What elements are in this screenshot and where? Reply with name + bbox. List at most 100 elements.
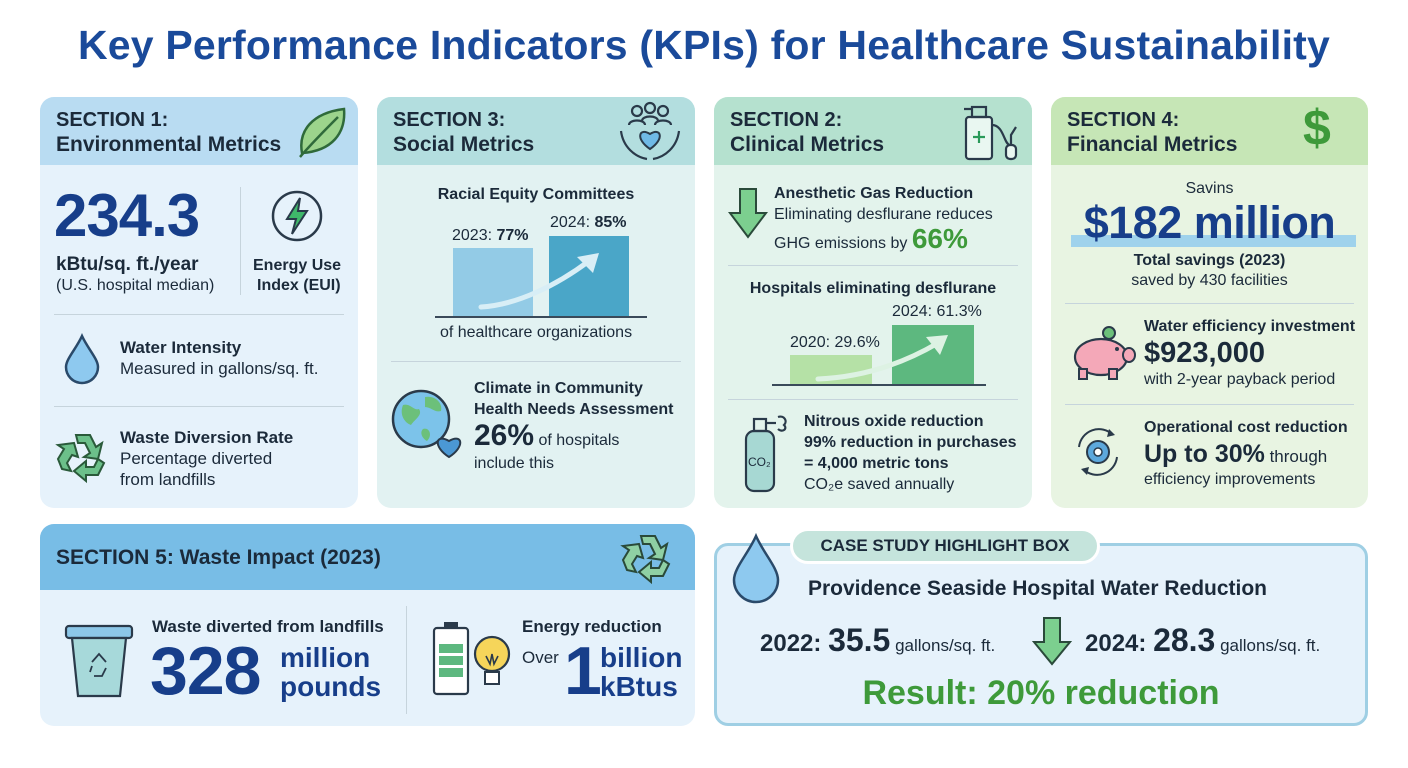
water-investment-value: $923,000 bbox=[1144, 337, 1265, 369]
climate-stat: 26% of hospitals bbox=[474, 419, 619, 453]
label: 2022: bbox=[760, 630, 829, 657]
savings-title: Total savings (2023) bbox=[1133, 252, 1286, 269]
n2o-title: Nitrous oxide reduction bbox=[804, 413, 984, 430]
divider bbox=[406, 606, 407, 714]
case-2022: 2022: 35.5 gallons/sq. ft. bbox=[760, 622, 995, 659]
divider bbox=[728, 265, 1018, 266]
op-cost-desc: efficiency improvements bbox=[1144, 471, 1316, 488]
waste-diversion-desc-1: Percentage diverted bbox=[120, 449, 273, 468]
climate-title-1: Climate in Community bbox=[474, 380, 643, 397]
savings-kicker: Savins bbox=[1185, 180, 1234, 197]
bar-2024-label: 2024: 61.3% bbox=[892, 303, 982, 320]
divider bbox=[391, 361, 681, 362]
axis-line bbox=[435, 316, 647, 318]
section-title: Financial Metrics bbox=[1067, 133, 1238, 156]
case-result: Result: 20% reduction bbox=[862, 674, 1220, 712]
unit: gallons/sq. ft. bbox=[1215, 636, 1321, 655]
water-drop-icon bbox=[732, 532, 780, 604]
climate-value: 26% bbox=[474, 419, 535, 452]
case-2024: 2024: 28.3 gallons/sq. ft. bbox=[1085, 622, 1320, 659]
axis-line bbox=[772, 384, 986, 386]
value: 28.3 bbox=[1153, 622, 1216, 658]
savings-desc: saved by 430 facilities bbox=[1131, 272, 1288, 289]
dollar-icon: $ bbox=[1303, 100, 1331, 156]
unit: gallons/sq. ft. bbox=[890, 636, 996, 655]
section-title: Clinical Metrics bbox=[730, 133, 885, 156]
n2o-line-1: 99% reduction in purchases bbox=[804, 434, 1017, 451]
gas-title: Anesthetic Gas Reduction bbox=[774, 185, 974, 202]
diverted-title: Waste diverted from landfills bbox=[152, 617, 384, 636]
energy-unit-1: billion bbox=[600, 642, 683, 673]
lightning-icon bbox=[271, 190, 323, 242]
section-title: Environmental Metrics bbox=[56, 133, 282, 156]
anesthesia-machine-icon bbox=[964, 105, 1018, 161]
label: 2023: bbox=[452, 227, 497, 244]
financial-header bbox=[1051, 97, 1368, 165]
energy-unit-2: kBtus bbox=[600, 671, 678, 702]
waste-impact-header bbox=[40, 524, 695, 590]
bar-caption: of healthcare organizations bbox=[439, 324, 633, 341]
case-study-tab-label: CASE STUDY HIGHLIGHT BOX bbox=[820, 536, 1070, 555]
gas-value: 66% bbox=[911, 223, 968, 254]
label: 2024: bbox=[1085, 630, 1154, 657]
section-number: SECTION 2: bbox=[730, 109, 843, 131]
value: 77% bbox=[496, 227, 529, 244]
community-care-icon bbox=[619, 101, 681, 161]
racial-equity-title: Racial Equity Committees bbox=[437, 186, 635, 203]
energy-value: 1 bbox=[564, 633, 602, 709]
label: 2024: bbox=[550, 214, 595, 231]
water-intensity-title: Water Intensity bbox=[120, 338, 242, 357]
trend-arrow-icon bbox=[478, 253, 599, 310]
water-investment-title: Water efficiency investment bbox=[1144, 318, 1356, 335]
divider bbox=[240, 187, 241, 295]
water-investment-desc: with 2-year payback period bbox=[1144, 371, 1336, 388]
eui-label-1: Energy Use bbox=[253, 257, 342, 274]
energy-over: Over bbox=[522, 648, 559, 667]
financial-card: SECTION 4: Financial Metrics $ Savins $1… bbox=[1051, 97, 1368, 508]
climate-title-2: Health Needs Assessment bbox=[474, 401, 674, 418]
globe-heart-icon bbox=[391, 389, 462, 459]
divider bbox=[54, 314, 344, 315]
op-cost-stat: Up to 30% through bbox=[1144, 440, 1327, 469]
case-study-box bbox=[714, 543, 1368, 726]
trend-arrow-icon bbox=[815, 335, 948, 382]
waste-diversion-title: Waste Diversion Rate bbox=[120, 428, 294, 447]
bar-2024-label: 2024: 85% bbox=[550, 214, 627, 232]
case-study-tab bbox=[790, 528, 1100, 564]
climate-desc-2: include this bbox=[474, 455, 555, 472]
divider bbox=[54, 406, 344, 407]
recycle-icon bbox=[620, 535, 671, 585]
op-cost-value: Up to 30% bbox=[1144, 440, 1265, 468]
waste-impact-card: SECTION 5: Waste Impact (2023) Waste div… bbox=[40, 524, 695, 726]
n2o-line-3: CO₂e saved annually bbox=[804, 476, 955, 493]
eui-unit: kBtu/sq. ft./year bbox=[56, 254, 199, 275]
gas-desc-1: Eliminating desflurane reduces bbox=[774, 206, 993, 223]
section-number: SECTION 3: bbox=[393, 109, 506, 131]
eui-value: 234.3 bbox=[54, 182, 200, 249]
divider bbox=[728, 399, 1018, 400]
diverted-unit-2: pounds bbox=[280, 671, 382, 702]
arrow-down-icon bbox=[1031, 617, 1073, 666]
op-cost-title: Operational cost reduction bbox=[1144, 419, 1348, 436]
bar-2024 bbox=[892, 325, 974, 384]
gear-cycle-icon bbox=[1078, 428, 1118, 476]
n2o-line-2: = 4,000 metric tons bbox=[804, 455, 949, 472]
co2-label: CO₂ bbox=[748, 455, 771, 469]
gas-desc-2: GHG emissions by 66% bbox=[774, 223, 968, 255]
highlight-bar bbox=[1071, 235, 1356, 247]
section-number: SECTION 1: bbox=[56, 109, 169, 131]
water-intensity-desc: Measured in gallons/sq. ft. bbox=[120, 359, 319, 378]
eui-note: (U.S. hospital median) bbox=[56, 277, 215, 294]
section-title: SECTION 5: Waste Impact (2023) bbox=[56, 546, 381, 569]
case-study-title: Providence Seaside Hospital Water Reduct… bbox=[808, 577, 1268, 600]
divider bbox=[1065, 303, 1354, 304]
value: 85% bbox=[594, 214, 627, 231]
gas-desc: GHG emissions by bbox=[774, 235, 912, 252]
section-number: SECTION 4: bbox=[1067, 109, 1180, 131]
social-card: SECTION 3: Social Metrics Racial Equity … bbox=[377, 97, 695, 508]
trash-bin-icon bbox=[64, 624, 134, 698]
op-cost-suffix: through bbox=[1264, 447, 1328, 466]
diverted-unit-1: million bbox=[280, 642, 371, 673]
savings-value: $182 million bbox=[1083, 197, 1336, 248]
battery-bulb-icon bbox=[432, 622, 511, 696]
